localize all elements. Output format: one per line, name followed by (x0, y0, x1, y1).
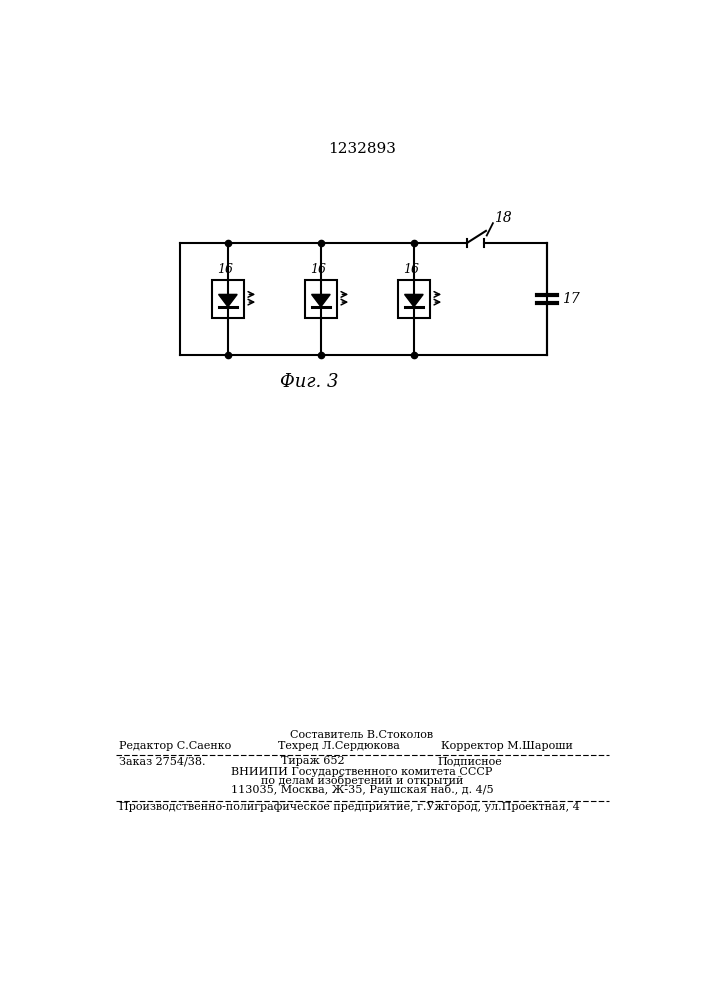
Text: Подписное: Подписное (437, 756, 502, 766)
Text: Производственно-полиграфическое предприятие, г.Ужгород, ул.Проектная, 4: Производственно-полиграфическое предприя… (119, 801, 580, 812)
Polygon shape (218, 294, 237, 307)
Text: ВНИИПИ Государственного комитета СССР: ВНИИПИ Государственного комитета СССР (231, 767, 493, 777)
Text: 17: 17 (562, 292, 580, 306)
Text: 18: 18 (494, 211, 513, 225)
Polygon shape (312, 294, 330, 307)
Text: 16: 16 (218, 263, 233, 276)
Text: Составитель В.Стоколов: Составитель В.Стоколов (291, 730, 433, 740)
Text: 16: 16 (404, 263, 419, 276)
Text: Корректор М.Шароши: Корректор М.Шароши (441, 741, 573, 751)
Text: 16: 16 (310, 263, 327, 276)
Text: Тираж 652: Тираж 652 (281, 756, 344, 766)
Text: Φиг. 3: Φиг. 3 (280, 373, 339, 391)
Text: Заказ 2754/38.: Заказ 2754/38. (119, 756, 206, 766)
Bar (397, 280, 430, 318)
Text: 1232893: 1232893 (328, 142, 396, 156)
Bar (305, 280, 337, 318)
Bar (211, 280, 244, 318)
Text: 113035, Москва, Ж-35, Раушская наб., д. 4/5: 113035, Москва, Ж-35, Раушская наб., д. … (230, 784, 493, 795)
Text: по делам изобретений и открытий: по делам изобретений и открытий (261, 775, 463, 786)
Polygon shape (404, 294, 423, 307)
Text: Техред Л.Сердюкова: Техред Л.Сердюкова (279, 741, 400, 751)
Text: Редактор С.Саенко: Редактор С.Саенко (119, 741, 232, 751)
